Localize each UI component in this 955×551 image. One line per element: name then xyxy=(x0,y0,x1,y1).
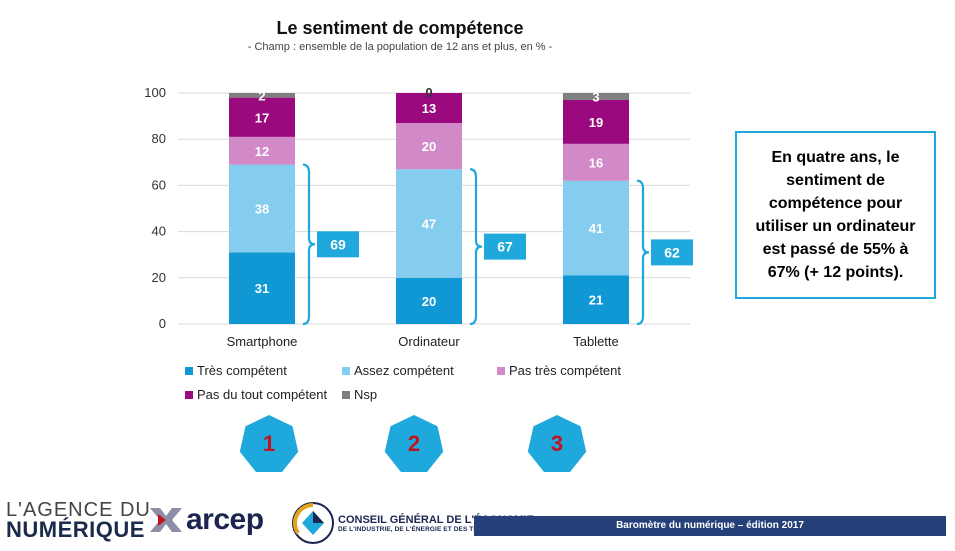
bar-segment xyxy=(229,164,295,253)
bar-segment xyxy=(396,93,462,124)
data-label: 17 xyxy=(255,110,269,125)
y-tick-label: 80 xyxy=(152,131,166,146)
data-label: 16 xyxy=(589,155,603,170)
badge-number: 3 xyxy=(550,431,564,456)
bar-segment xyxy=(563,99,629,144)
agence-du-numerique-logo: L'AGENCE DU NUMÉRIQUE xyxy=(6,499,151,542)
chart-subtitle: - Champ : ensemble de la population de 1… xyxy=(247,41,553,53)
data-label: 31 xyxy=(255,281,269,296)
badge-1: 1 xyxy=(238,413,300,475)
y-tick-label: 100 xyxy=(144,85,166,100)
bar-segment xyxy=(229,252,295,324)
heptagon-shape xyxy=(384,415,444,472)
data-label: 20 xyxy=(422,294,436,309)
total-label: 62 xyxy=(664,244,680,260)
y-tick-label: 60 xyxy=(152,177,166,192)
legend-label: Pas très compétent xyxy=(509,363,621,378)
legend-swatch xyxy=(185,390,193,399)
legend-item-tres-competent: Très compétent xyxy=(185,363,287,378)
bar-segment xyxy=(396,277,462,324)
data-label: 21 xyxy=(589,293,603,308)
bar-segment xyxy=(563,275,629,324)
total-box xyxy=(317,231,359,258)
badge-2: 2 xyxy=(383,413,445,475)
legend-swatch xyxy=(342,366,350,375)
legend-label: Nsp xyxy=(354,387,378,402)
bar-segment xyxy=(563,143,629,181)
x-tick-label: Tablette xyxy=(573,334,619,349)
badge-number: 2 xyxy=(407,431,421,456)
callout-text: En quatre ans, le sentiment de compétenc… xyxy=(755,149,916,281)
total-label: 69 xyxy=(330,236,346,252)
bar-segment xyxy=(229,136,295,165)
arcep-mark-icon xyxy=(150,508,182,532)
legend-swatch xyxy=(497,366,505,375)
callout-box: En quatre ans, le sentiment de compétenc… xyxy=(735,131,936,299)
cge-emblem-icon xyxy=(292,502,334,544)
arcep-logo: arcep xyxy=(150,503,264,537)
badge-number: 1 xyxy=(262,431,276,456)
data-label: 12 xyxy=(255,144,269,159)
legend-swatch xyxy=(342,390,350,399)
y-tick-label: 0 xyxy=(159,316,166,331)
data-label: 38 xyxy=(255,202,269,217)
legend-swatch xyxy=(185,366,193,375)
legend-item-assez-competent: Assez compétent xyxy=(342,363,454,378)
x-tick-label: Smartphone xyxy=(227,334,298,349)
bar-segment xyxy=(396,169,462,278)
legend-item-nsp: Nsp xyxy=(342,387,377,402)
badge-3: 3 xyxy=(526,413,588,475)
legend-item-pas-du-tout-competent: Pas du tout compétent xyxy=(185,387,327,402)
bar-segment xyxy=(396,123,462,170)
legend-label: Assez compétent xyxy=(354,363,454,378)
data-label: 41 xyxy=(589,221,603,236)
bar-segment xyxy=(229,97,295,137)
heptagon-shape xyxy=(527,415,587,472)
bar-segment xyxy=(563,93,629,100)
bar-segment xyxy=(563,180,629,276)
total-box xyxy=(484,233,526,260)
y-tick-label: 20 xyxy=(152,270,166,285)
total-box xyxy=(651,239,693,266)
legend-label: Très compétent xyxy=(197,363,287,378)
data-label: 13 xyxy=(422,101,436,116)
chart-title: Le sentiment de compétence xyxy=(276,18,524,38)
legend-item-pas-tres-competent: Pas très compétent xyxy=(497,363,621,378)
data-label: 47 xyxy=(422,217,436,232)
total-label: 67 xyxy=(497,239,513,255)
data-label: 3 xyxy=(592,89,599,104)
y-tick-label: 40 xyxy=(152,224,166,239)
bar-segment xyxy=(229,93,295,98)
total-bracket xyxy=(302,163,316,326)
data-label: 0 xyxy=(425,85,432,100)
footer-banner-text: Baromètre du numérique – édition 2017 xyxy=(616,520,804,531)
data-label: 20 xyxy=(422,139,436,154)
footer-banner: Baromètre du numérique – édition 2017 xyxy=(474,516,946,536)
stacked-bar-chart: 0 20 40 60 80 100 31 38 12 17 2 Smartphone 69 20 47 20 1… xyxy=(144,85,693,349)
data-label: 2 xyxy=(258,88,265,103)
data-label: 19 xyxy=(589,115,603,130)
total-bracket xyxy=(636,179,650,326)
total-bracket xyxy=(469,168,483,326)
x-tick-label: Ordinateur xyxy=(398,334,460,349)
legend-label: Pas du tout compétent xyxy=(197,387,328,402)
heptagon-shape xyxy=(239,415,299,472)
